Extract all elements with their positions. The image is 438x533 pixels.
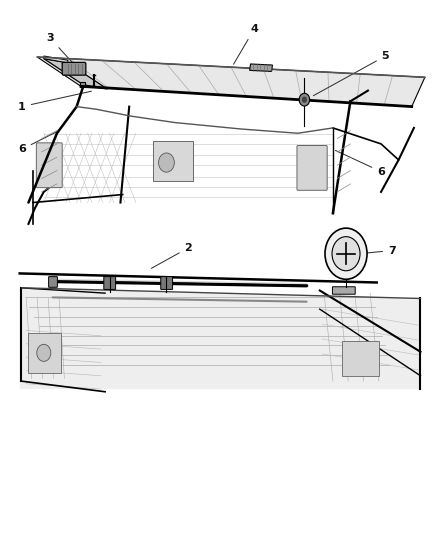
Text: 5: 5 <box>314 51 389 95</box>
Text: 6: 6 <box>18 132 57 154</box>
Text: 4: 4 <box>233 25 258 64</box>
FancyBboxPatch shape <box>104 277 116 289</box>
Polygon shape <box>37 57 425 107</box>
Text: 2: 2 <box>152 243 192 268</box>
Circle shape <box>332 237 360 271</box>
Bar <box>342 341 379 376</box>
Text: 1: 1 <box>18 91 92 111</box>
Text: 3: 3 <box>46 34 79 70</box>
Circle shape <box>299 93 310 106</box>
Bar <box>153 141 193 181</box>
FancyBboxPatch shape <box>49 277 57 287</box>
Text: 7: 7 <box>362 246 396 255</box>
FancyBboxPatch shape <box>297 146 327 190</box>
Circle shape <box>37 344 51 361</box>
Polygon shape <box>80 82 85 87</box>
Polygon shape <box>250 64 272 71</box>
Circle shape <box>302 96 307 103</box>
FancyBboxPatch shape <box>332 287 355 294</box>
Circle shape <box>325 228 367 279</box>
Text: 6: 6 <box>336 150 385 176</box>
Polygon shape <box>44 59 107 89</box>
Polygon shape <box>44 56 68 63</box>
FancyBboxPatch shape <box>161 277 173 289</box>
Circle shape <box>159 153 174 172</box>
Polygon shape <box>20 288 420 389</box>
Bar <box>28 333 61 373</box>
FancyBboxPatch shape <box>36 143 62 188</box>
FancyBboxPatch shape <box>62 62 86 75</box>
